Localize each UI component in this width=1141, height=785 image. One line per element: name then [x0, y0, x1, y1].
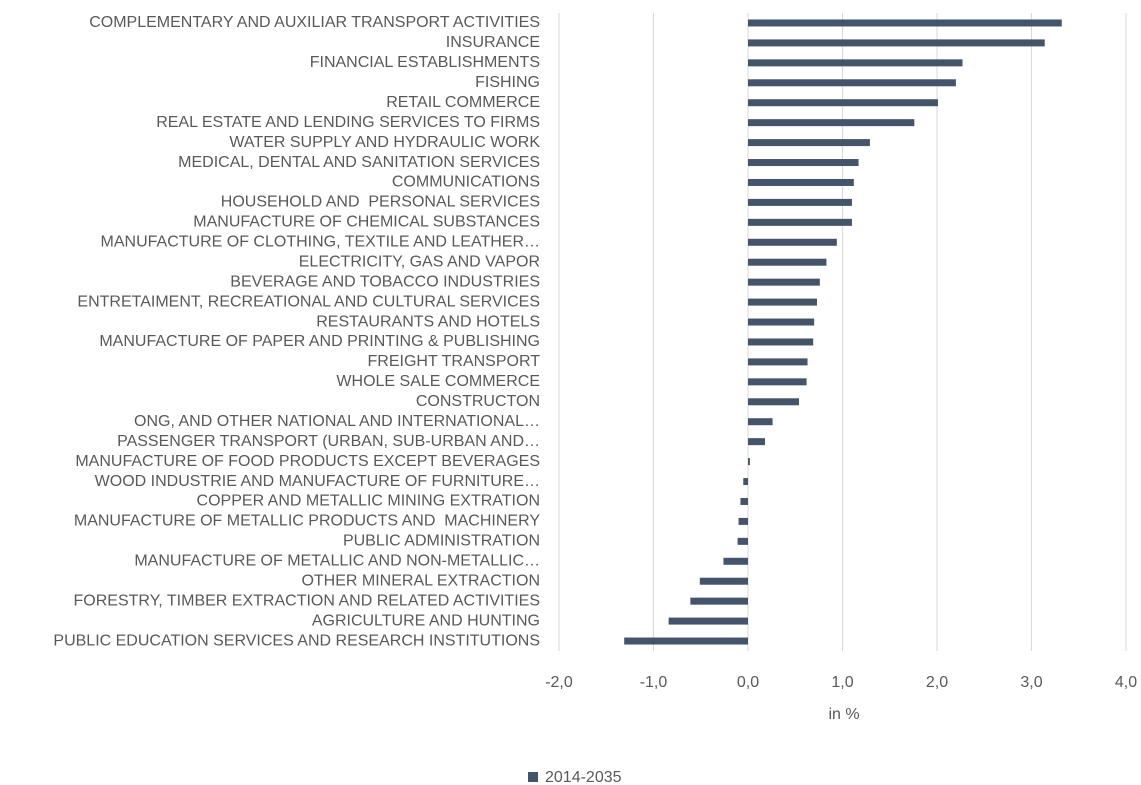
- y-tick-label: WHOLE SALE COMMERCE: [336, 373, 540, 390]
- y-tick-label: PUBLIC EDUCATION SERVICES AND RESEARCH I…: [53, 632, 540, 649]
- bar: [748, 358, 808, 366]
- y-tick-label: MANUFACTURE OF CLOTHING, TEXTILE AND LEA…: [101, 234, 540, 251]
- bar: [748, 278, 820, 286]
- bar: [748, 119, 915, 127]
- bar: [748, 338, 814, 346]
- bar: [748, 438, 766, 446]
- bar: [748, 139, 870, 147]
- bar: [748, 238, 837, 246]
- bar: [740, 497, 748, 505]
- legend-label: 2014-2035: [545, 769, 622, 785]
- y-tick-label: MANUFACTURE OF METALLIC PRODUCTS AND MAC…: [74, 513, 540, 530]
- y-tick-label: MANUFACTURE OF METALLIC AND NON-METALLIC…: [134, 553, 540, 570]
- x-tick-label: 3,0: [1020, 674, 1042, 691]
- y-tick-label: COPPER AND METALLIC MINING EXTRATION: [197, 493, 540, 510]
- bar: [690, 597, 748, 605]
- x-axis-label: in %: [828, 706, 859, 723]
- y-tick-label: ENTRETAIMENT, RECREATIONAL AND CULTURAL …: [77, 293, 540, 310]
- y-tick-label: FORESTRY, TIMBER EXTRACTION AND RELATED …: [74, 592, 540, 609]
- y-tick-label: MANUFACTURE OF CHEMICAL SUBSTANCES: [193, 214, 540, 231]
- bar: [748, 79, 956, 87]
- y-tick-label: HOUSEHOLD AND PERSONAL SERVICES: [221, 194, 540, 211]
- y-tick-label: RETAIL COMMERCE: [386, 94, 540, 111]
- bar: [748, 198, 852, 206]
- bar: [748, 258, 827, 266]
- bar: [748, 318, 815, 326]
- x-tick-label: 1,0: [831, 674, 853, 691]
- bar: [748, 398, 800, 406]
- y-tick-label: MANUFACTURE OF PAPER AND PRINTING & PUBL…: [99, 333, 540, 350]
- x-tick-label: -2,0: [545, 674, 573, 691]
- y-tick-label: WOOD INDUSTRIE AND MANUFACTURE OF FURNIT…: [95, 473, 540, 490]
- bar: [748, 99, 938, 107]
- y-tick-label: AGRICULTURE AND HUNTING: [312, 612, 540, 629]
- x-tick-label: 2,0: [926, 674, 948, 691]
- y-tick-label: REAL ESTATE AND LENDING SERVICES TO FIRM…: [156, 114, 540, 131]
- y-tick-label: COMMUNICATIONS: [392, 174, 540, 191]
- y-tick-label: OTHER MINERAL EXTRACTION: [301, 572, 540, 589]
- bar: [748, 418, 773, 426]
- x-tick-label: 4,0: [1115, 674, 1137, 691]
- bar: [668, 617, 748, 625]
- x-tick-label: 0,0: [737, 674, 759, 691]
- y-tick-label: MEDICAL, DENTAL AND SANITATION SERVICES: [178, 154, 540, 171]
- y-tick-label: CONSTRUCTON: [416, 393, 540, 410]
- bar: [624, 637, 748, 645]
- bar: [699, 577, 748, 585]
- y-tick-label: PASSENGER TRANSPORT (URBAN, SUB-URBAN AN…: [117, 433, 540, 450]
- y-tick-label: ONG, AND OTHER NATIONAL AND INTERNATIONA…: [134, 413, 540, 430]
- bar: [748, 159, 859, 167]
- bar: [737, 537, 748, 545]
- bar: [748, 378, 807, 386]
- bar: [748, 218, 852, 226]
- y-tick-label: RESTAURANTS AND HOTELS: [316, 313, 540, 330]
- legend-swatch: [528, 772, 538, 782]
- bar: [748, 39, 1045, 47]
- y-tick-label: PUBLIC ADMINISTRATION: [343, 533, 540, 550]
- bar: [723, 557, 748, 565]
- y-tick-label: FREIGHT TRANSPORT: [368, 353, 541, 370]
- y-tick-label: COMPLEMENTARY AND AUXILIAR TRANSPORT ACT…: [89, 14, 540, 31]
- y-tick-label: FINANCIAL ESTABLISHMENTS: [310, 54, 540, 71]
- y-tick-label: MANUFACTURE OF FOOD PRODUCTS EXCEPT BEVE…: [75, 453, 540, 470]
- bar: [743, 478, 748, 486]
- bar: [748, 298, 817, 306]
- y-tick-label: WATER SUPPLY AND HYDRAULIC WORK: [229, 134, 540, 151]
- bar: [738, 517, 748, 525]
- bar: [748, 19, 1062, 27]
- bar: [748, 458, 750, 466]
- y-tick-label: INSURANCE: [446, 34, 540, 51]
- bar: [748, 178, 854, 186]
- bar: [748, 59, 963, 67]
- y-tick-label: BEVERAGE AND TOBACCO INDUSTRIES: [230, 273, 540, 290]
- y-tick-label: ELECTRICITY, GAS AND VAPOR: [299, 253, 540, 270]
- x-tick-label: -1,0: [640, 674, 668, 691]
- y-tick-label: FISHING: [475, 74, 540, 91]
